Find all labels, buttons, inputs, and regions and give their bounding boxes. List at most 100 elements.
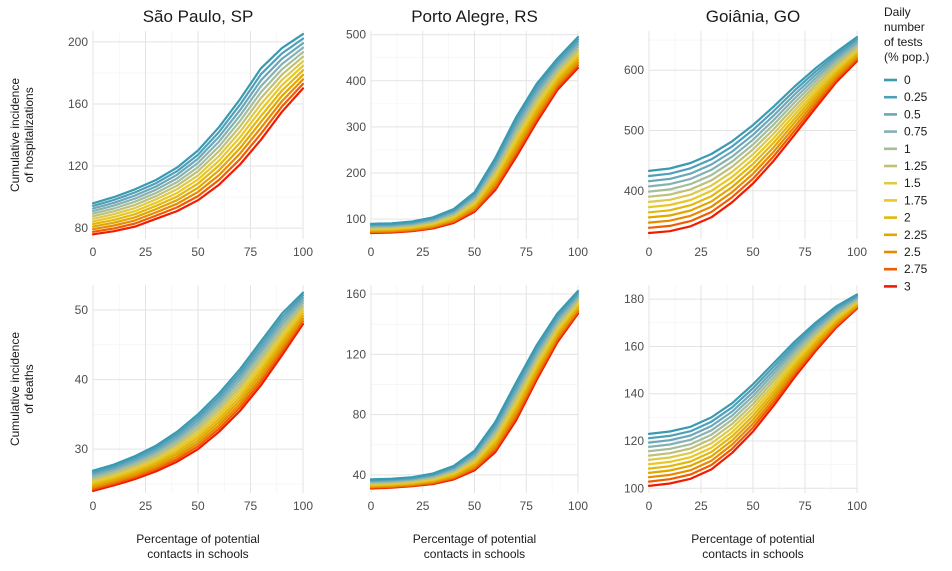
- series-line-2.5: [91, 317, 305, 489]
- series-line-3: [91, 322, 305, 492]
- y-tick-label: 500: [346, 28, 366, 42]
- series-line-0.25: [91, 37, 305, 207]
- y-tick-label: 80: [353, 408, 367, 422]
- x-tick-label: 25: [416, 499, 430, 513]
- series-line-1.75: [647, 301, 859, 466]
- legend-label: 2.5: [904, 245, 921, 259]
- series-line-0.75: [647, 41, 859, 188]
- panel-2: 0 25 50 75 100 400 500 600: [624, 31, 867, 259]
- x-tick-label: 50: [468, 499, 482, 513]
- x-tick-label: 25: [694, 499, 708, 513]
- series-line-0: [647, 293, 859, 435]
- series-line-1: [91, 302, 305, 479]
- x-tick-label: 50: [468, 245, 482, 259]
- legend-label: 2.25: [904, 228, 928, 242]
- series-line-1: [647, 43, 859, 193]
- series-line-1.25: [91, 304, 305, 481]
- series-line-1.5: [91, 307, 305, 482]
- x-tick-label: 75: [520, 499, 534, 513]
- series-line-2: [91, 69, 305, 226]
- x-axis-label-line: contacts in schools: [147, 547, 248, 561]
- panel-title: Goiânia, GO: [706, 7, 801, 26]
- series-line-3: [647, 307, 859, 487]
- y-tick-label: 100: [346, 212, 366, 226]
- panel-4: 0 25 50 75 100 40 80 120 160: [346, 285, 588, 513]
- legend-label: 2: [904, 211, 911, 225]
- series-line-0: [369, 35, 580, 225]
- x-axis-label-line: contacts in schools: [702, 547, 803, 561]
- series-line-0: [91, 32, 305, 205]
- series-line-2.75: [647, 57, 859, 229]
- y-tick-label: 40: [75, 373, 89, 387]
- series-line-0: [369, 289, 580, 481]
- x-tick-label: 75: [798, 245, 812, 259]
- series-line-1.75: [647, 49, 859, 209]
- x-tick-label: 100: [847, 245, 867, 259]
- legend-label: 0.5: [904, 107, 921, 121]
- x-tick-label: 0: [646, 245, 653, 259]
- x-tick-label: 100: [293, 499, 313, 513]
- series-line-0.5: [91, 42, 305, 210]
- series-line-3: [91, 87, 305, 236]
- series-line-0.25: [647, 37, 859, 178]
- legend-label: 1.75: [904, 193, 928, 207]
- y-tick-label: 600: [624, 63, 644, 77]
- row-label-line: of deaths: [22, 364, 36, 413]
- legend-title-line: number: [884, 20, 925, 34]
- x-tick-label: 50: [191, 499, 205, 513]
- x-tick-label: 100: [568, 245, 588, 259]
- series-line-0.75: [91, 299, 305, 477]
- series-line-1: [647, 298, 859, 453]
- x-tick-label: 0: [90, 245, 97, 259]
- x-tick-label: 50: [746, 245, 760, 259]
- x-tick-label: 50: [191, 245, 205, 259]
- y-tick-label: 100: [624, 481, 644, 495]
- y-tick-label: 80: [75, 221, 89, 235]
- row-label: Cumulative incidence of deaths: [8, 332, 36, 446]
- series-line-0.5: [91, 296, 305, 476]
- panel-title: São Paulo, SP: [143, 7, 254, 26]
- y-tick-label: 400: [624, 184, 644, 198]
- y-tick-label: 40: [353, 468, 367, 482]
- panel-5: 0 25 50 75 100 100 120 140 160 180: [624, 285, 867, 513]
- y-tick-label: 300: [346, 120, 366, 134]
- series-line-2: [647, 302, 859, 470]
- x-tick-label: 0: [90, 499, 97, 513]
- x-tick-label: 75: [798, 499, 812, 513]
- row-label: Cumulative incidence of hospitalizations: [8, 78, 36, 192]
- series-line-2.5: [91, 78, 305, 231]
- series-line-1.25: [647, 45, 859, 198]
- series-line-3: [647, 59, 859, 235]
- y-tick-label: 120: [624, 434, 644, 448]
- x-tick-label: 0: [368, 245, 375, 259]
- panel-title: Porto Alegre, RS: [411, 7, 538, 26]
- x-tick-label: 25: [416, 245, 430, 259]
- y-tick-label: 200: [68, 35, 88, 49]
- series-line-1.5: [91, 60, 305, 220]
- series-line-1.5: [647, 300, 859, 461]
- series-line-2.25: [91, 73, 305, 228]
- x-axis-label-line: Percentage of potential: [136, 532, 259, 546]
- series-line-0.5: [647, 39, 859, 183]
- series-line-0.75: [647, 296, 859, 448]
- series-line-2: [91, 312, 305, 486]
- panel-0: 0 25 50 75 100 80 120 160 200: [68, 31, 313, 259]
- legend-label: 0.75: [904, 125, 928, 139]
- x-tick-label: 0: [368, 499, 375, 513]
- legend-label: 0: [904, 73, 911, 87]
- x-tick-label: 25: [694, 245, 708, 259]
- series-line-2.25: [647, 304, 859, 474]
- y-tick-label: 400: [346, 74, 366, 88]
- legend-title-line: Daily: [884, 5, 911, 19]
- legend-label: 1.5: [904, 176, 921, 190]
- x-tick-label: 75: [520, 245, 534, 259]
- y-tick-label: 120: [346, 347, 366, 361]
- y-tick-label: 160: [624, 339, 644, 353]
- x-axis-label-line: Percentage of potential: [691, 532, 814, 546]
- series-line-2.25: [647, 53, 859, 219]
- legend-label: 0.25: [904, 90, 928, 104]
